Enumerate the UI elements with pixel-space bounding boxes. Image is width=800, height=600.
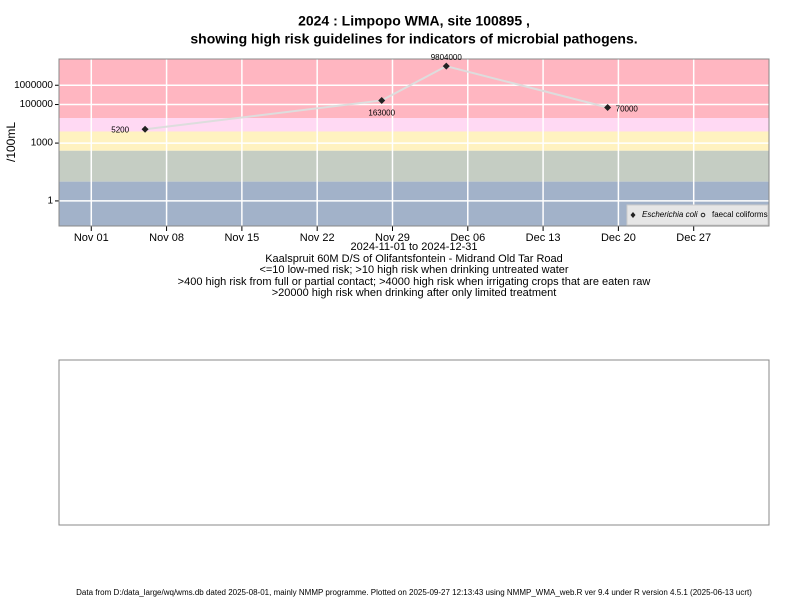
plot-frame xyxy=(58,58,770,227)
legend-marker xyxy=(700,212,706,218)
chart-title: 2024 : Limpopo WMA, site 100895 , xyxy=(298,13,530,29)
site-label: Kaalspruit 60M D/S of Olifantsfontein - … xyxy=(265,253,563,265)
risk-band xyxy=(59,59,769,119)
data-point xyxy=(604,104,612,112)
x-tick-label: Dec 13 xyxy=(526,232,561,244)
data-label: 70000 xyxy=(616,105,639,114)
series-line xyxy=(144,65,608,131)
risk-band xyxy=(59,118,769,132)
y-tick-label: 100000 xyxy=(20,99,54,110)
legend-label: Escherichia coli xyxy=(642,210,698,219)
legend-marker xyxy=(630,212,636,218)
data-point xyxy=(378,96,386,104)
data-point xyxy=(442,62,450,70)
note: >20000 high risk when drinking after onl… xyxy=(272,287,557,299)
x-tick-label: Nov 01 xyxy=(74,232,109,244)
note: >400 high risk from full or partial cont… xyxy=(178,276,651,288)
x-tick-label: Dec 20 xyxy=(601,232,636,244)
legend-label: faecal coliforms xyxy=(712,210,768,219)
x-tick-label: Nov 29 xyxy=(375,232,410,244)
y-axis-label: /100mL xyxy=(4,122,18,162)
footer: Data from D:/data_large/wq/wms.db dated … xyxy=(76,588,752,597)
data-label: 5200 xyxy=(111,125,129,134)
empty-panel xyxy=(58,359,770,526)
x-tick-label: Nov 08 xyxy=(149,232,184,244)
risk-band xyxy=(59,150,769,182)
x-tick-label: Dec 06 xyxy=(450,232,485,244)
data-point xyxy=(141,125,149,133)
x-tick-label: Nov 22 xyxy=(300,232,335,244)
note: <=10 low-med risk; >10 high risk when dr… xyxy=(259,264,568,276)
y-tick-label: 1 xyxy=(47,196,53,207)
y-tick-label: 1000 xyxy=(31,138,54,149)
x-tick-label: Dec 27 xyxy=(676,232,711,244)
chart-subtitle: showing high risk guidelines for indicat… xyxy=(190,31,637,47)
data-label: 9804000 xyxy=(431,53,463,62)
x-axis-label: 2024-11-01 to 2024-12-31 xyxy=(350,241,477,253)
legend-box xyxy=(626,204,769,226)
risk-band xyxy=(59,131,769,151)
x-tick-label: Nov 15 xyxy=(224,232,259,244)
y-tick-label: 1000000 xyxy=(14,80,53,91)
data-label: 163000 xyxy=(368,109,395,118)
